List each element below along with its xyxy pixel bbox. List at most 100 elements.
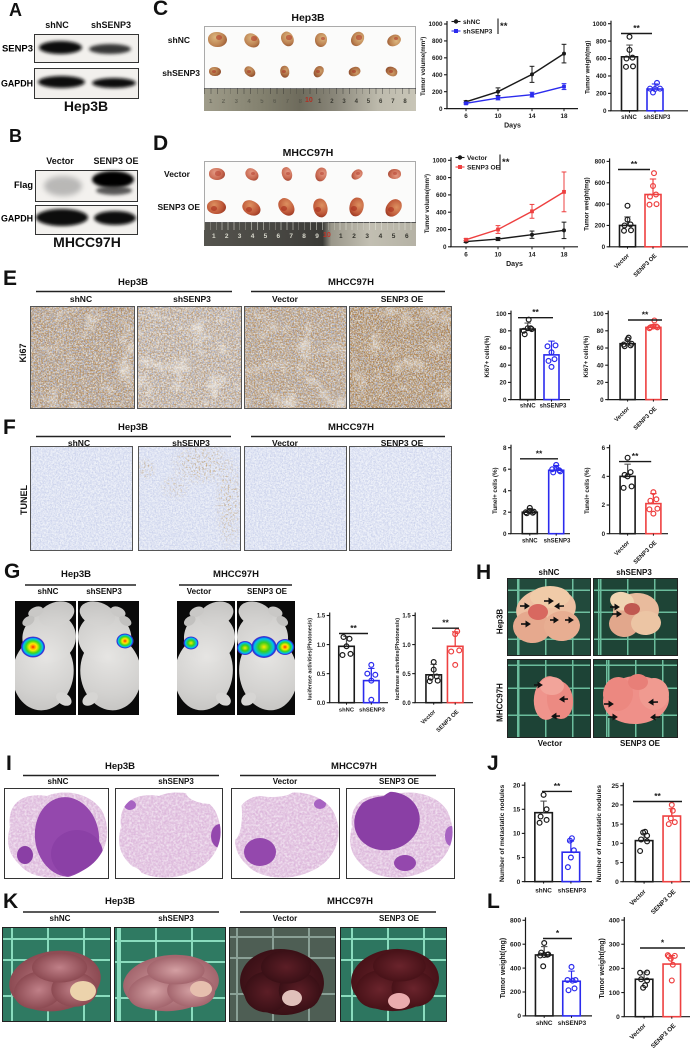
svg-text:Tunel+ cells (%): Tunel+ cells (%)	[492, 467, 499, 513]
svg-text:100: 100	[609, 990, 620, 997]
svg-text:shNC: shNC	[535, 888, 552, 895]
svg-text:20: 20	[513, 782, 521, 789]
svg-text:800: 800	[436, 175, 447, 182]
svg-text:20: 20	[499, 380, 507, 387]
svg-text:2: 2	[503, 509, 507, 516]
svg-text:Ki67+ cells(%): Ki67+ cells(%)	[583, 336, 590, 378]
svg-text:shNC: shNC	[536, 1020, 553, 1027]
svg-text:Vector: Vector	[629, 1022, 648, 1041]
svg-text:400: 400	[432, 72, 443, 79]
svg-text:Days: Days	[506, 261, 523, 268]
svg-text:200: 200	[510, 989, 521, 996]
svg-text:1.5: 1.5	[402, 614, 411, 620]
svg-text:Days: Days	[504, 123, 521, 130]
svg-text:800: 800	[595, 159, 606, 166]
svg-text:300: 300	[609, 941, 620, 948]
svg-text:0.0: 0.0	[317, 701, 326, 707]
svg-text:0: 0	[517, 879, 521, 886]
svg-text:0.5: 0.5	[402, 672, 411, 678]
svg-text:SENP3: SENP3	[2, 44, 33, 55]
svg-text:0: 0	[517, 1013, 521, 1020]
svg-text:0: 0	[600, 397, 604, 404]
svg-text:6: 6	[464, 251, 468, 258]
svg-text:1.5: 1.5	[317, 614, 326, 620]
svg-text:15: 15	[611, 821, 619, 828]
svg-text:0: 0	[443, 244, 447, 251]
svg-text:Tumor weight(mg): Tumor weight(mg)	[584, 177, 591, 231]
svg-text:shNC: shNC	[621, 115, 637, 121]
svg-text:1.0: 1.0	[402, 643, 411, 649]
svg-text:200: 200	[609, 966, 620, 973]
svg-text:100: 100	[496, 311, 507, 318]
svg-text:**: **	[632, 451, 639, 461]
svg-text:20: 20	[611, 802, 619, 809]
svg-text:shSENP3: shSENP3	[644, 115, 671, 121]
svg-text:**: **	[633, 23, 640, 33]
svg-text:10: 10	[611, 841, 619, 848]
svg-text:400: 400	[510, 965, 521, 972]
svg-text:600: 600	[510, 941, 521, 948]
svg-text:40: 40	[597, 362, 605, 369]
svg-text:80: 80	[597, 328, 605, 335]
svg-text:Ki67+ cells(%): Ki67+ cells(%)	[484, 336, 491, 378]
svg-text:Vector: Vector	[467, 155, 488, 162]
svg-text:**: **	[631, 159, 638, 169]
svg-text:600: 600	[432, 55, 443, 62]
svg-text:Tumor weight(mg): Tumor weight(mg)	[599, 938, 606, 999]
svg-text:10: 10	[513, 831, 521, 838]
svg-text:600: 600	[596, 56, 607, 63]
svg-text:0: 0	[616, 1014, 620, 1021]
svg-text:Vector: Vector	[420, 709, 437, 726]
svg-text:shSENP3: shSENP3	[463, 28, 493, 35]
svg-text:5: 5	[615, 860, 619, 867]
svg-text:shSENP3: shSENP3	[558, 1020, 587, 1027]
svg-text:Vector: Vector	[614, 406, 632, 424]
svg-text:SENP3 OE: SENP3 OE	[633, 540, 658, 565]
svg-text:**: **	[532, 307, 539, 317]
svg-text:shSENP3: shSENP3	[540, 404, 567, 410]
svg-text:100: 100	[593, 311, 604, 318]
svg-text:6: 6	[464, 113, 468, 120]
svg-text:60: 60	[597, 345, 605, 352]
svg-text:SENP3 OE: SENP3 OE	[650, 1022, 678, 1050]
svg-text:shSENP3: shSENP3	[544, 538, 571, 544]
svg-text:60: 60	[499, 345, 507, 352]
svg-text:Tunel+ cells (%): Tunel+ cells (%)	[584, 467, 591, 513]
svg-text:1000: 1000	[592, 21, 607, 28]
svg-text:1.0: 1.0	[317, 643, 326, 649]
svg-text:luciferase activities(Photones: luciferase activities(Photones/s)	[395, 618, 401, 701]
svg-text:4: 4	[602, 474, 606, 481]
svg-text:Flag: Flag	[14, 180, 33, 191]
svg-text:**: **	[654, 791, 661, 801]
svg-text:Vector: Vector	[629, 888, 648, 907]
svg-text:8: 8	[503, 445, 507, 452]
svg-text:200: 200	[436, 227, 447, 234]
svg-text:6: 6	[602, 445, 606, 452]
svg-text:2: 2	[602, 502, 606, 509]
svg-text:Number of metastatic nodules: Number of metastatic nodules	[499, 784, 506, 882]
svg-text:18: 18	[560, 113, 568, 120]
svg-text:1000: 1000	[428, 21, 443, 28]
svg-text:SENP3 OE: SENP3 OE	[436, 709, 461, 734]
svg-text:luciferase activities(Photones: luciferase activities(Photones/s)	[308, 618, 314, 701]
svg-text:10: 10	[494, 251, 502, 258]
svg-text:0: 0	[602, 531, 606, 538]
svg-text:shNC: shNC	[522, 538, 538, 544]
svg-text:0: 0	[503, 397, 507, 404]
svg-text:**: **	[500, 21, 508, 32]
svg-text:18: 18	[560, 251, 568, 258]
svg-text:Tumor weight(mg): Tumor weight(mg)	[500, 938, 507, 999]
svg-text:0.5: 0.5	[317, 672, 326, 678]
svg-text:SENP3 OE: SENP3 OE	[633, 406, 658, 431]
svg-text:200: 200	[432, 89, 443, 96]
svg-text:800: 800	[510, 918, 521, 925]
svg-text:40: 40	[499, 362, 507, 369]
svg-text:*: *	[661, 938, 665, 948]
svg-text:400: 400	[436, 209, 447, 216]
svg-text:15: 15	[513, 807, 521, 814]
svg-text:shNC: shNC	[520, 404, 536, 410]
svg-text:**: **	[642, 310, 649, 320]
svg-text:25: 25	[611, 783, 619, 790]
svg-text:6: 6	[503, 466, 507, 473]
svg-text:20: 20	[597, 380, 605, 387]
